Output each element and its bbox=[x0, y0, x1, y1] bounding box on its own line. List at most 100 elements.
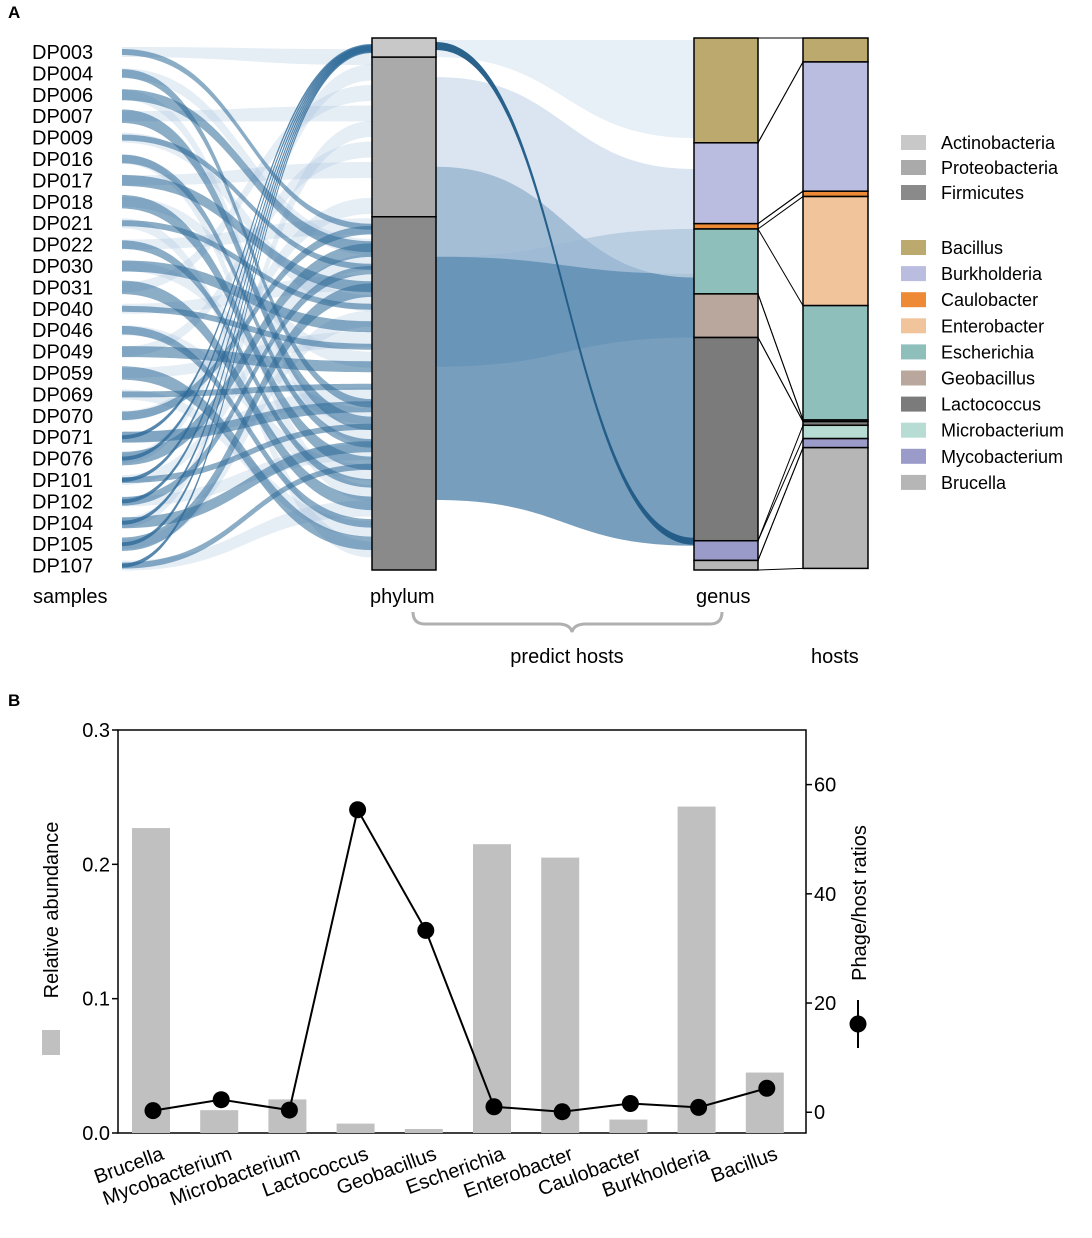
flow-sample-actinobacteria-dp071 bbox=[122, 44, 372, 440]
sample-label-dp069: DP069 bbox=[32, 384, 93, 406]
legend-label-geobacillus: Geobacillus bbox=[941, 369, 1035, 389]
sample-label-dp030: DP030 bbox=[32, 256, 93, 278]
flow-sample-firmicutes-dp040 bbox=[122, 305, 372, 350]
legend-swatch-bacillus bbox=[901, 240, 926, 255]
chart-frame bbox=[117, 729, 807, 1134]
flow-sample-firmicutes-dp009 bbox=[122, 134, 372, 270]
connector-top-caulobacter bbox=[757, 190, 804, 225]
panel-b-label: B bbox=[8, 691, 20, 710]
ratio-point-caulobacter bbox=[621, 1095, 639, 1113]
sample-label-dp104: DP104 bbox=[32, 513, 93, 535]
host-segment-brucella bbox=[802, 446, 869, 570]
legend-swatch-burkholderia bbox=[901, 266, 926, 282]
ratio-point-mycobacterium bbox=[212, 1091, 230, 1109]
ratio-line bbox=[152, 806, 768, 1113]
sample-label-dp059: DP059 bbox=[32, 363, 93, 385]
genus-segment-geobacillus bbox=[693, 293, 759, 339]
flow-proteobacteria-burkholderia bbox=[436, 77, 694, 274]
host-segment-microbacterium bbox=[802, 424, 869, 440]
hosts-axis-label: hosts bbox=[811, 646, 859, 668]
legend-swatch-enterobacter bbox=[901, 318, 926, 334]
ratio-point-lactococcus bbox=[349, 801, 367, 819]
flow-sample-firmicutes-dp102 bbox=[122, 265, 372, 506]
y-axis-title: Relative abundance bbox=[41, 822, 63, 999]
legend-swatch-firmicutes bbox=[901, 185, 926, 200]
sample-label-dp101: DP101 bbox=[32, 470, 93, 492]
flow-sample-actinobacteria-dp104 bbox=[122, 48, 372, 525]
host-segment-burkholderia bbox=[802, 61, 869, 192]
y-tick-label: 0.0 bbox=[82, 1123, 110, 1145]
connector-bottom-lactococcus bbox=[757, 425, 804, 541]
y-right-tick-label: 40 bbox=[814, 884, 836, 906]
legend-label-bacillus: Bacillus bbox=[941, 238, 1003, 258]
flow-sample-firmicutes-dp070 bbox=[122, 225, 372, 421]
sample-label-dp071: DP071 bbox=[32, 427, 93, 449]
sample-label-dp070: DP070 bbox=[32, 406, 93, 428]
phylum-segment-actinobacteria bbox=[371, 37, 437, 58]
panel-a: A DP003DP004DP006DP007DP009DP016DP017DP0… bbox=[8, 3, 1064, 668]
ratio-point-enterobacter bbox=[553, 1103, 571, 1121]
sample-label-dp016: DP016 bbox=[32, 149, 93, 171]
legend-swatch-geobacillus bbox=[901, 370, 926, 386]
legend-swatch-escherichia bbox=[901, 344, 926, 360]
genus-axis-label: genus bbox=[696, 586, 751, 608]
host-segment-enterobacter bbox=[802, 195, 869, 307]
host-segment-mycobacterium bbox=[802, 437, 869, 449]
legend-swatch-brucella bbox=[901, 474, 926, 490]
flow-sample-phylum-dp018 bbox=[122, 196, 372, 368]
bar-escherichia bbox=[473, 844, 511, 1133]
y-tick-label: 0.1 bbox=[82, 989, 110, 1011]
flow-sample-firmicutes-dp017 bbox=[122, 174, 372, 293]
bar-mycobacterium bbox=[200, 1110, 239, 1133]
legend-label-actinobacteria: Actinobacteria bbox=[941, 133, 1056, 153]
legend-swatch-microbacterium bbox=[901, 422, 926, 438]
sample-label-dp040: DP040 bbox=[32, 299, 93, 321]
connector-bottom-caulobacter bbox=[757, 196, 804, 230]
sample-label-dp102: DP102 bbox=[32, 491, 93, 513]
flow-sample-firmicutes-dp105 bbox=[122, 283, 372, 551]
genus-bar bbox=[693, 37, 759, 571]
sample-label-dp017: DP017 bbox=[32, 170, 93, 192]
y-right-axis-title: Phage/host ratios bbox=[849, 825, 871, 981]
bar-geobacillus bbox=[404, 1128, 443, 1133]
ratio-point-brucella bbox=[144, 1102, 162, 1120]
sample-label-dp007: DP007 bbox=[32, 106, 93, 128]
legend-label-burkholderia: Burkholderia bbox=[941, 264, 1043, 284]
y-right-tick-label: 0 bbox=[814, 1102, 825, 1124]
sample-label-dp021: DP021 bbox=[32, 213, 93, 235]
flow-actinobacteria-mycobacterium bbox=[436, 42, 694, 545]
predict-hosts-label: predict hosts bbox=[510, 646, 623, 668]
y-right-tick-label: 60 bbox=[814, 775, 836, 797]
flow-sample-actinobacteria-dp105 bbox=[122, 49, 372, 547]
flow-sample-firmicutes-dp031 bbox=[122, 280, 372, 511]
sample-label-dp107: DP107 bbox=[32, 556, 93, 578]
connector-bottom-brucella bbox=[757, 567, 804, 571]
bar-lactococcus bbox=[336, 1123, 375, 1133]
panel-a-label: A bbox=[8, 3, 20, 22]
legend-label-lactococcus: Lactococcus bbox=[941, 395, 1041, 415]
flow-sample-firmicutes-dp104 bbox=[122, 441, 372, 529]
legend-swatch-proteobacteria bbox=[901, 160, 926, 175]
flow-sample-actinobacteria-dp102 bbox=[122, 47, 372, 504]
sample-label-dp076: DP076 bbox=[32, 449, 93, 471]
legend-label-enterobacter: Enterobacter bbox=[941, 316, 1044, 336]
flow-sample-firmicutes-dp006 bbox=[122, 89, 372, 253]
sample-label-dp003: DP003 bbox=[32, 42, 93, 64]
flow-sample-firmicutes-dp007 bbox=[122, 109, 372, 431]
flow-sample-actinobacteria-dp107 bbox=[122, 50, 372, 568]
flow-sample-phylum-dp003 bbox=[122, 47, 372, 66]
genus-segment-brucella bbox=[693, 559, 759, 571]
phylum-bar bbox=[371, 37, 437, 571]
flow-sample-firmicutes-dp101 bbox=[122, 423, 372, 483]
legend-label-caulobacter: Caulobacter bbox=[941, 290, 1038, 310]
sample-labels: DP003DP004DP006DP007DP009DP016DP017DP018… bbox=[32, 42, 93, 578]
samples-axis-label: samples bbox=[33, 586, 107, 608]
sample-label-dp031: DP031 bbox=[32, 277, 93, 299]
chart-b: 0.00.10.20.30204060BrucellaMycobacterium… bbox=[41, 720, 871, 1210]
flow-ribbons bbox=[122, 40, 694, 571]
flow-sample-phylum-dp049 bbox=[122, 141, 372, 357]
genus-segment-burkholderia bbox=[693, 142, 759, 225]
ratio-point-microbacterium bbox=[280, 1101, 298, 1119]
bar-legend-swatch bbox=[42, 1030, 60, 1055]
legend-swatch-actinobacteria bbox=[901, 135, 926, 150]
